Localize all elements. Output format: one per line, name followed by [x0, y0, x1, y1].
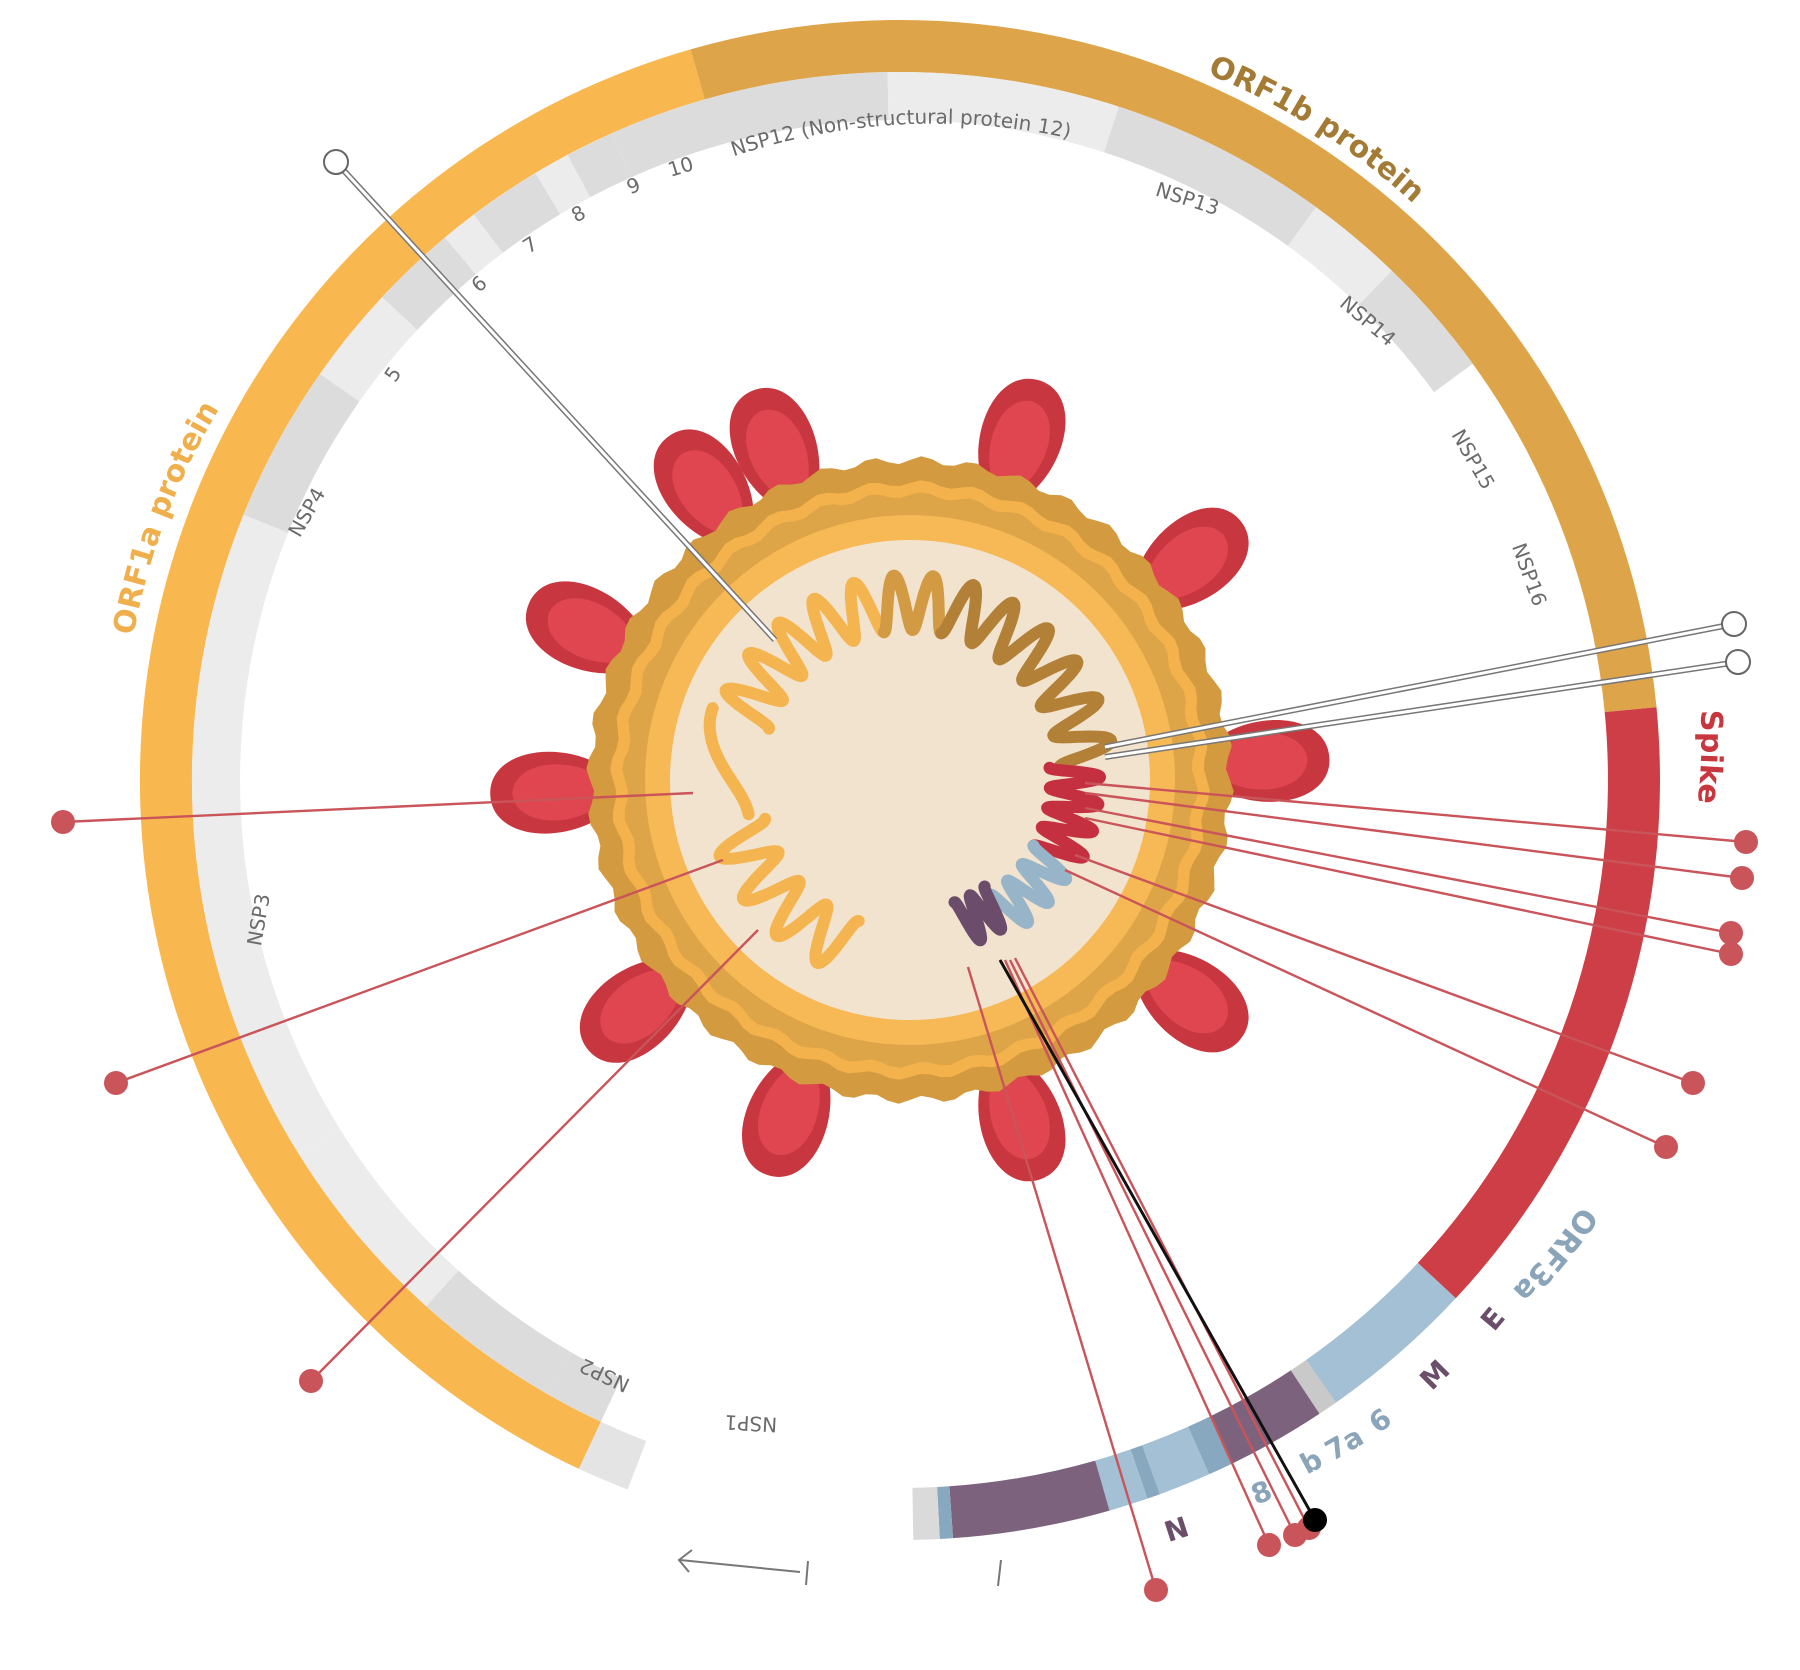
orf6-segment	[1188, 1416, 1234, 1475]
nsp9-label: 9	[623, 172, 644, 199]
mutation-markers	[51, 149, 1758, 1602]
rna-orf1a-lower	[713, 812, 865, 970]
mutation-marker[interactable]	[104, 1071, 128, 1095]
nsp3-gap	[299, 1129, 459, 1307]
nsp4-band	[243, 373, 360, 533]
e-segment	[1290, 1360, 1336, 1414]
mutation-marker[interactable]	[1734, 830, 1758, 854]
e-gene-label: E	[1474, 1301, 1512, 1337]
nsp1-label: NSP1	[724, 1410, 778, 1437]
mutation-marker[interactable]	[299, 1369, 323, 1393]
orf7a-label: 7a	[1319, 1420, 1369, 1468]
orf8-segment	[1095, 1449, 1148, 1511]
nsp3-band	[192, 514, 341, 1156]
mutation-pointer-line	[310, 929, 759, 1382]
nsp13-band	[887, 71, 1119, 153]
spike-label: Spike	[1690, 709, 1729, 805]
nsp8-band	[473, 173, 561, 253]
nsp9-band	[535, 154, 591, 215]
genome-direction-arrow	[677, 1549, 1002, 1587]
mutation-pointer-line	[1084, 806, 1732, 935]
orf1a-segment	[139, 49, 705, 1469]
m-gene-label: M	[1413, 1353, 1456, 1396]
hollow-mutation-marker[interactable]	[1721, 611, 1747, 637]
black-pointer-line	[998, 959, 1317, 1521]
hollow-pointer-line-inner	[1104, 622, 1735, 749]
ring-end-cap	[912, 1487, 940, 1540]
nsp6-band	[382, 237, 476, 330]
rna-orf1a-upper	[719, 576, 890, 735]
mutation-pointer-line	[1013, 957, 1311, 1529]
rna-orf1a-to-b	[878, 569, 948, 640]
nsp16-label: NSP16	[1507, 540, 1552, 609]
orf7b-segment	[1130, 1445, 1160, 1499]
orf7a-segment	[1142, 1426, 1210, 1495]
hollow-mutation-marker[interactable]	[1725, 649, 1751, 675]
hollow-pointer-line-inner	[334, 160, 777, 642]
mutation-pointer-line	[966, 966, 1158, 1591]
rna-n	[948, 880, 1008, 947]
n-gene-label: N	[1160, 1510, 1192, 1549]
nsp7-band	[444, 214, 503, 275]
hollow-mutation-group	[323, 149, 778, 643]
mutation-marker[interactable]	[1257, 1533, 1281, 1557]
spike-protein	[490, 751, 691, 834]
spike-segment	[1417, 707, 1660, 1299]
orf7b-label: b	[1295, 1442, 1328, 1481]
m-segment	[1210, 1370, 1320, 1464]
mutation-pointer-line	[1008, 959, 1297, 1536]
nsp1-band	[546, 1351, 622, 1422]
nsp16-band	[1358, 270, 1473, 393]
mutation-marker[interactable]	[1144, 1578, 1168, 1602]
mutation-pointer-line	[1074, 853, 1694, 1085]
spike-protein	[1129, 720, 1330, 802]
mutation-marker[interactable]	[1719, 942, 1743, 966]
orf3a-segment	[1306, 1262, 1456, 1403]
hollow-mutation-marker[interactable]	[323, 149, 349, 175]
orf6-label: 6	[1363, 1402, 1398, 1440]
nsp6-label: 6	[466, 271, 491, 298]
mutation-marker[interactable]	[51, 810, 75, 834]
nsp5-band	[320, 297, 418, 402]
mutation-pointer-line	[1064, 868, 1667, 1149]
genome-end-tick	[997, 1559, 1002, 1587]
nsp8-label: 8	[567, 200, 590, 227]
hollow-pointer-line-inner	[1104, 660, 1739, 759]
nsp14-band	[1104, 106, 1317, 246]
mutation-pointer-line	[1084, 781, 1747, 844]
mutation-marker[interactable]	[1681, 1071, 1705, 1095]
rna-orf1a-bridge	[703, 702, 755, 821]
mutation-marker[interactable]	[1654, 1135, 1678, 1159]
nsp2-band	[426, 1270, 570, 1394]
black-mutation-marker[interactable]	[1303, 1508, 1327, 1532]
mutation-marker[interactable]	[1730, 866, 1754, 890]
mutation-marker[interactable]	[1719, 921, 1743, 945]
nsp15-label: NSP15	[1447, 425, 1500, 493]
hollow-mutation-group	[1104, 611, 1747, 750]
rna-spike	[1027, 761, 1106, 864]
rna-accessory	[984, 839, 1073, 929]
ring-start-cap	[578, 1421, 647, 1490]
genome-ring	[139, 19, 1660, 1540]
nsp5-label: 5	[379, 362, 406, 386]
hollow-mutation-group	[1104, 649, 1751, 760]
nsp12-band	[612, 72, 889, 178]
n-segment	[949, 1460, 1110, 1539]
mutation-pointer-line	[1084, 816, 1732, 956]
mutation-pointer-line	[62, 791, 694, 824]
nsp7-label: 7	[518, 231, 542, 258]
rna-orf1b	[935, 579, 1118, 773]
utr-segment	[937, 1486, 953, 1539]
mutation-pointer-line	[115, 858, 724, 1085]
mutation-pointer-line	[1003, 959, 1271, 1546]
virus-illustration	[490, 378, 1330, 1182]
nsp10-band	[567, 133, 632, 198]
nsp15-band	[1287, 207, 1392, 306]
mutation-pointer-line	[1084, 791, 1743, 880]
